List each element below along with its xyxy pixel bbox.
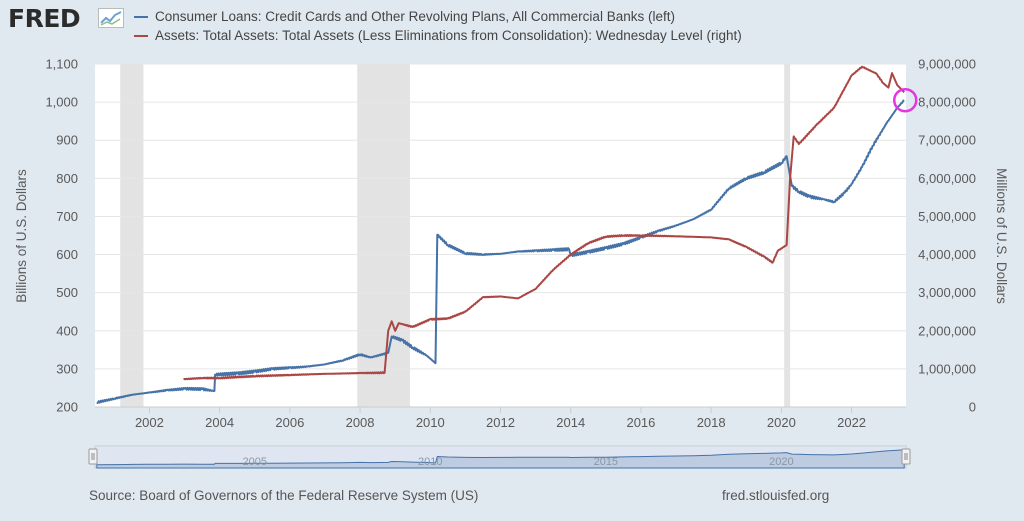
left-tick-label: 1,000	[45, 95, 78, 110]
x-tick-label: 2006	[275, 415, 304, 430]
x-tick-label: 2010	[416, 415, 445, 430]
x-tick-label: 2020	[767, 415, 796, 430]
left-tick-label: 200	[56, 400, 78, 415]
right-tick-label: 4,000,000	[918, 247, 976, 262]
legend-swatch-blue	[134, 15, 148, 18]
right-tick-label: 6,000,000	[918, 171, 976, 186]
site-link[interactable]: fred.stlouisfed.org	[722, 488, 830, 503]
x-tick-label: 2004	[205, 415, 234, 430]
navigator-tick-label: 2010	[418, 456, 442, 468]
left-tick-label: 1,100	[45, 57, 78, 72]
fred-logo[interactable]: FRED	[8, 4, 81, 33]
right-tick-label: 0	[969, 400, 976, 415]
right-tick-label: 3,000,000	[918, 285, 976, 300]
left-tick-label: 600	[56, 247, 78, 262]
navigator-handle-left[interactable]	[88, 448, 98, 465]
legend-label-total-assets: Assets: Total Assets: Total Assets (Less…	[155, 28, 742, 43]
right-tick-label: 1,000,000	[918, 361, 976, 376]
right-tick-label: 8,000,000	[918, 95, 976, 110]
navigator-area	[96, 449, 905, 469]
x-tick-label: 2012	[486, 415, 515, 430]
left-tick-label: 300	[56, 361, 78, 376]
recession-band	[120, 64, 144, 407]
legend-label-consumer-loans: Consumer Loans: Credit Cards and Other R…	[155, 9, 675, 24]
navigator-tick-label: 2015	[594, 456, 618, 468]
x-tick-label: 2014	[556, 415, 585, 430]
left-y-axis: 200 300 400 500 600 700 800 900 1,000 1,100	[45, 57, 78, 415]
series-line-consumer-loans	[96, 99, 905, 404]
highlight-circle	[892, 87, 918, 113]
left-tick-label: 500	[56, 285, 78, 300]
left-tick-label: 400	[56, 323, 78, 338]
series-lines	[96, 65, 905, 404]
x-tick-label: 2008	[346, 415, 375, 430]
x-tick-label: 2022	[837, 415, 866, 430]
legend-item-consumer-loans[interactable]: Consumer Loans: Credit Cards and Other R…	[134, 9, 675, 24]
navigator-tick-label: 2020	[769, 456, 793, 468]
right-tick-label: 7,000,000	[918, 133, 976, 148]
right-axis-label: Millions of U.S. Dollars	[994, 168, 1009, 304]
x-tick-label: 2002	[135, 415, 164, 430]
navigator-tick-label: 2005	[243, 456, 267, 468]
recession-bands	[120, 64, 791, 407]
x-tick-label: 2016	[626, 415, 655, 430]
range-navigator[interactable]: 2005 2010 2015 2020	[88, 445, 911, 469]
legend-item-total-assets[interactable]: Assets: Total Assets: Total Assets (Less…	[134, 28, 742, 43]
source-note: Source: Board of Governors of the Federa…	[89, 488, 479, 503]
navigator-ticks: 2005 2010 2015 2020	[243, 456, 794, 468]
recession-band	[357, 64, 410, 407]
left-tick-label: 800	[56, 171, 78, 186]
plot-area	[95, 64, 906, 407]
right-tick-label: 9,000,000	[918, 57, 976, 72]
right-tick-label: 2,000,000	[918, 323, 976, 338]
left-tick-label: 700	[56, 209, 78, 224]
x-tick-label: 2018	[697, 415, 726, 430]
series-line-total-assets	[183, 65, 905, 381]
navigator-handle-right[interactable]	[901, 448, 911, 465]
x-axis: 2002 2004 2006 2008 2010 2012 2014 2016 2018 2020…	[95, 406, 906, 430]
legend-swatch-red	[134, 34, 148, 37]
fred-graph-icon	[98, 8, 124, 28]
right-y-axis: 0 1,000,000 2,000,000 3,000,000 4,000,000 5,0…	[918, 57, 976, 415]
left-axis-label: Billions of U.S. Dollars	[14, 169, 29, 303]
left-tick-label: 900	[56, 133, 78, 148]
right-tick-label: 5,000,000	[918, 209, 976, 224]
